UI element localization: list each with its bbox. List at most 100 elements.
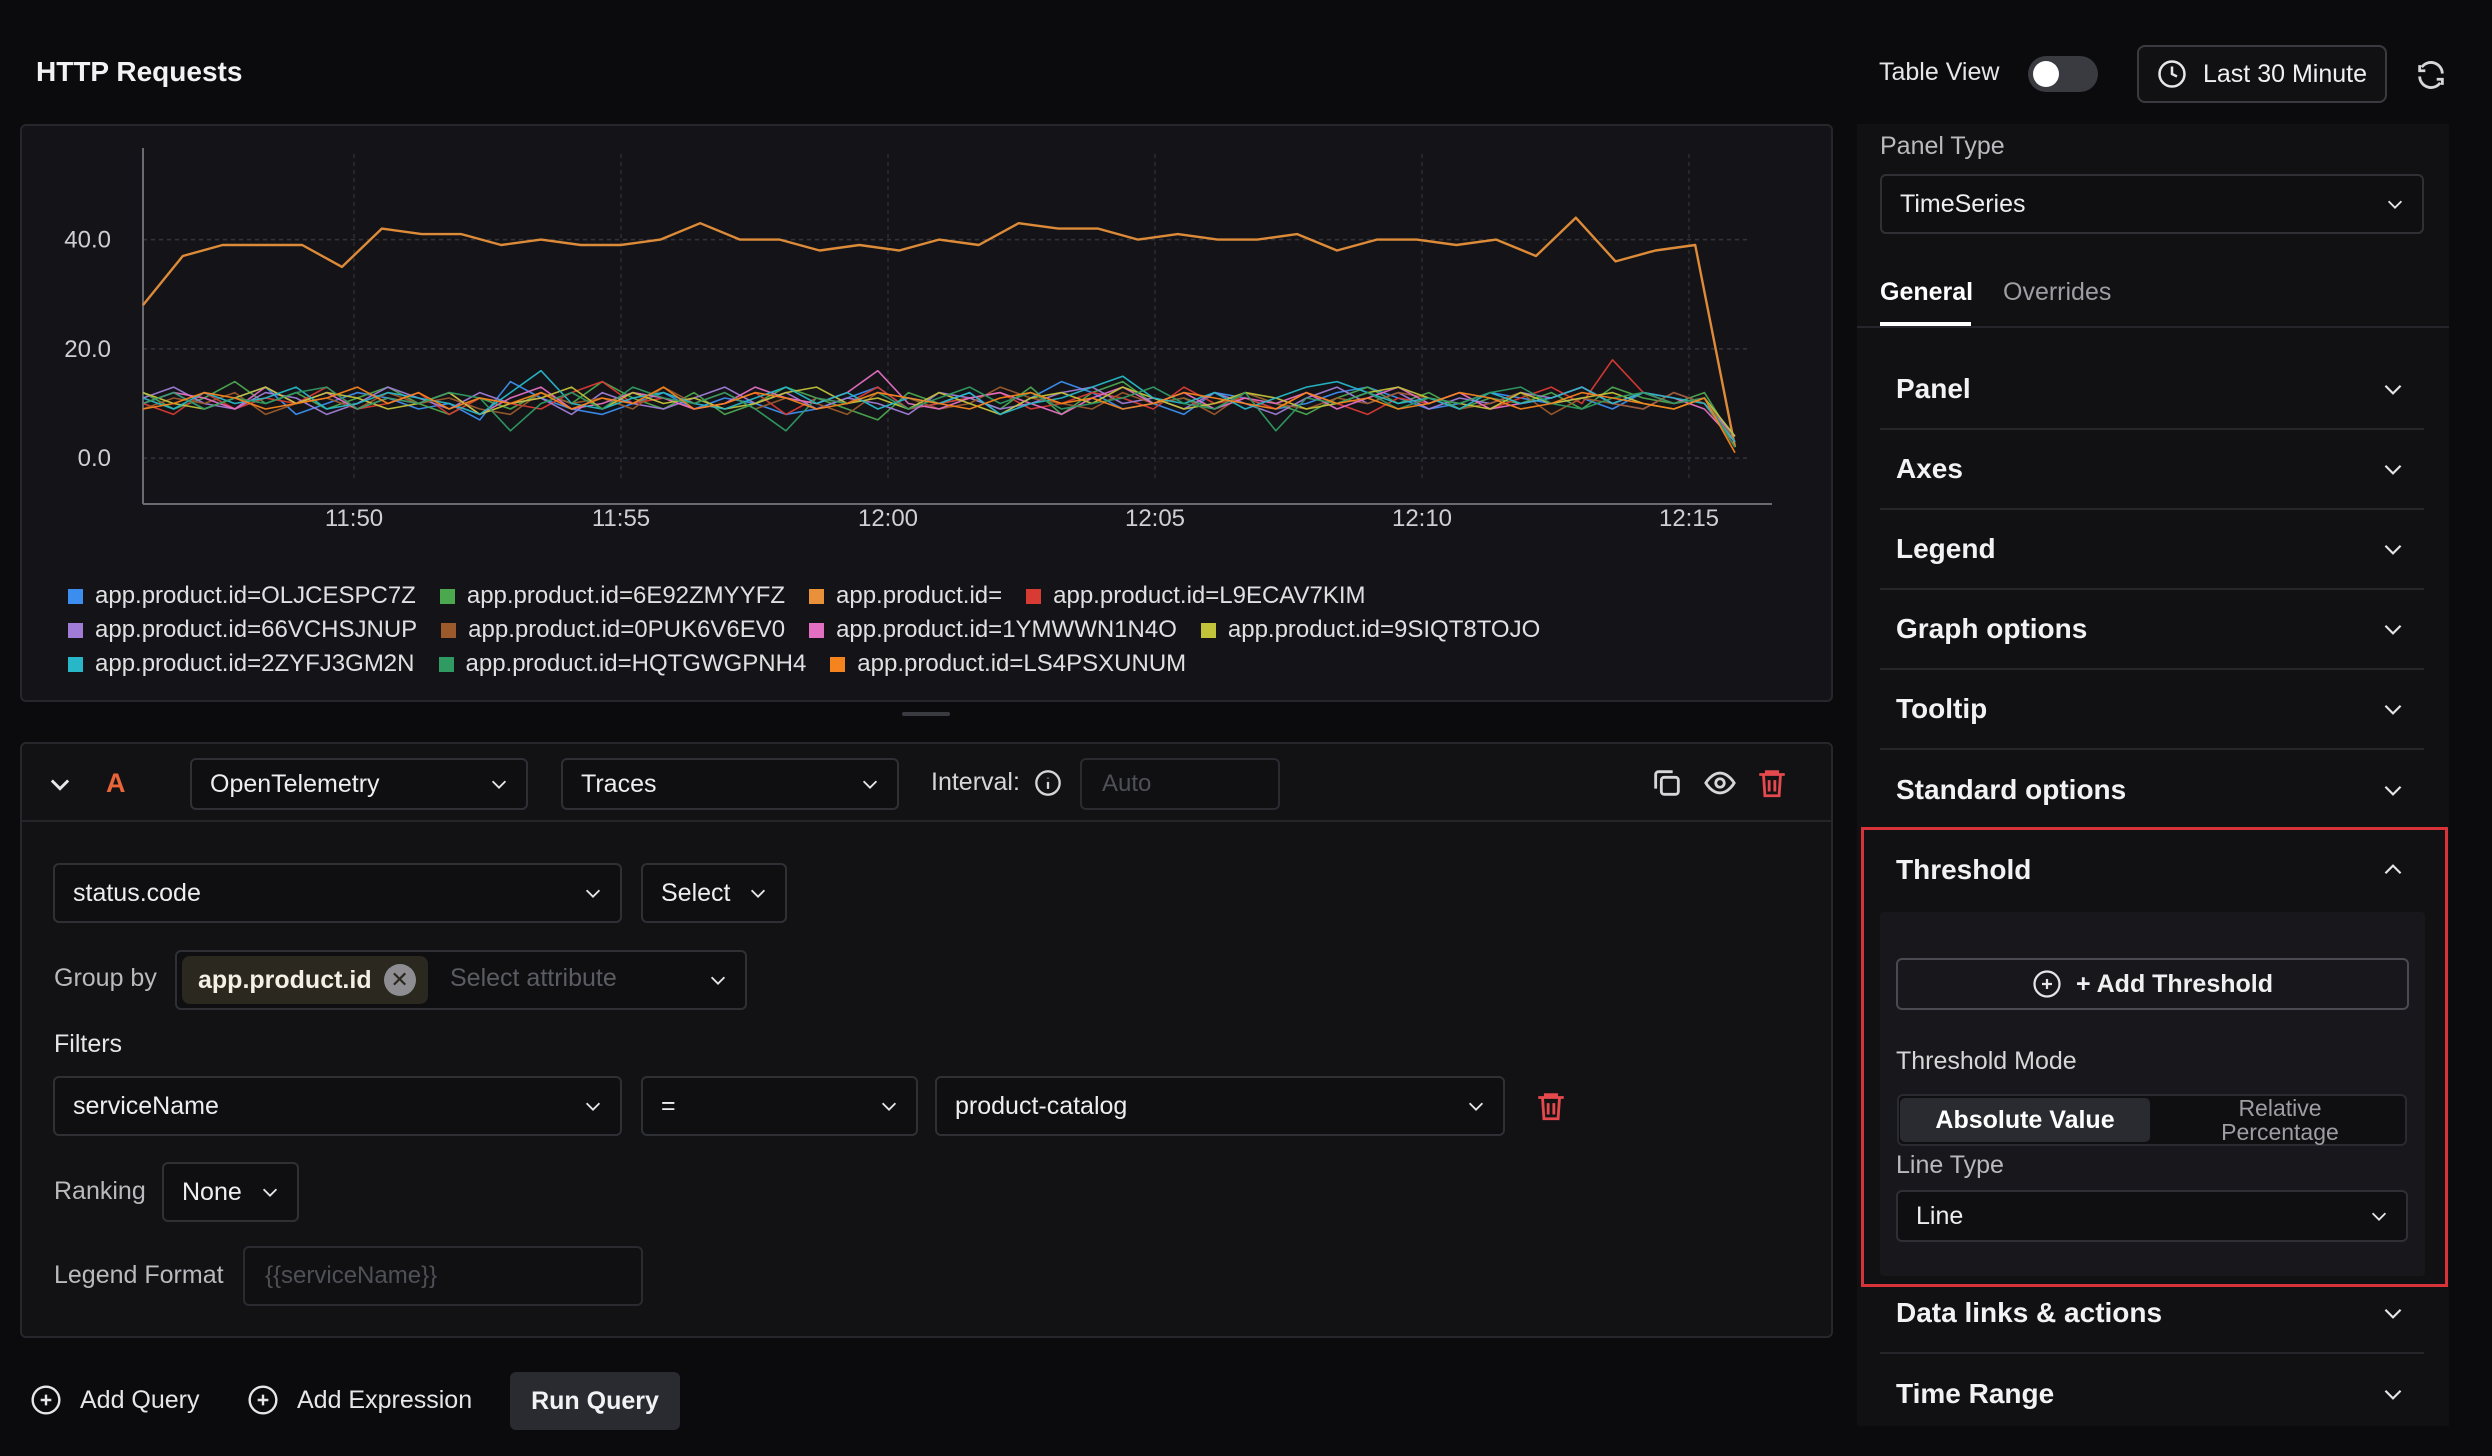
interval-label: Interval:	[931, 768, 1020, 796]
legend-item[interactable]: app.product.id=LS4PSXUNUM	[830, 650, 1186, 678]
legend-item[interactable]: app.product.id=6E92ZMYYFZ	[439, 582, 785, 610]
legend-item[interactable]: app.product.id=HQTGWGPNH4	[438, 650, 806, 678]
threshold-mode-label: Threshold Mode	[1896, 1047, 2077, 1075]
chart-panel	[20, 124, 1833, 702]
group-by-placeholder: Select attribute	[450, 964, 617, 992]
legend-swatch	[1200, 622, 1216, 638]
copy-icon[interactable]	[1650, 766, 1684, 800]
signal-select[interactable]: Traces	[561, 758, 899, 810]
series-line	[142, 216, 1737, 448]
plus-circle-icon	[248, 1385, 278, 1415]
filter-value-select[interactable]: product-catalog	[935, 1076, 1505, 1136]
section-data-links[interactable]: Data links & actions	[1880, 1274, 2424, 1354]
legend-item[interactable]: app.product.id=L9ECAV7KIM	[1026, 582, 1366, 610]
legend-swatch	[809, 588, 825, 604]
x-tick-label: 12:10	[1392, 505, 1452, 532]
eye-icon[interactable]	[1703, 766, 1737, 800]
chevron-down-icon	[750, 889, 766, 898]
legend-row-2: app.product.id=66VCHSJNUP app.product.id…	[68, 616, 1540, 644]
group-by-chip: app.product.id ✕	[182, 956, 428, 1004]
aggregate-select[interactable]: Select	[641, 863, 787, 923]
group-by-label: Group by	[54, 964, 157, 992]
info-icon[interactable]	[1034, 769, 1062, 797]
chevron-down-icon	[2384, 384, 2402, 395]
divider	[22, 820, 1831, 822]
run-query-button[interactable]: Run Query	[510, 1372, 680, 1430]
resize-handle[interactable]	[902, 712, 950, 716]
chevron-down-icon	[881, 1102, 897, 1111]
add-query-button[interactable]: Add Query	[30, 1384, 200, 1416]
chevron-down-icon	[585, 889, 601, 898]
threshold-mode-relative[interactable]: Relative Percentage	[2221, 1095, 2339, 1145]
legend-swatch	[438, 656, 454, 672]
legend-format-input[interactable]: {{serviceName}}	[243, 1246, 643, 1306]
attribute-select[interactable]: status.code	[53, 863, 622, 923]
y-tick-label: 0.0	[78, 445, 111, 472]
chevron-down-icon	[2384, 544, 2402, 555]
legend-item[interactable]: app.product.id=	[809, 582, 1002, 610]
chevron-down-icon	[1468, 1102, 1484, 1111]
section-graph-options[interactable]: Graph options	[1880, 590, 2424, 670]
filter-key-select[interactable]: serviceName	[53, 1076, 622, 1136]
legend-item[interactable]: app.product.id=OLJCESPC7Z	[68, 582, 416, 610]
tab-overrides[interactable]: Overrides	[2003, 278, 2112, 306]
add-threshold-button[interactable]: + Add Threshold	[1896, 958, 2409, 1010]
series-line	[142, 386, 1736, 448]
page-title: HTTP Requests	[36, 56, 243, 87]
table-view-label: Table View	[1879, 58, 2000, 86]
section-panel[interactable]: Panel	[1880, 350, 2424, 430]
ranking-select[interactable]: None	[162, 1162, 299, 1222]
query-panel	[20, 742, 1833, 1338]
tab-general[interactable]: General	[1880, 278, 1974, 306]
section-standard-options[interactable]: Standard options	[1880, 750, 2424, 830]
filter-operator-select[interactable]: =	[641, 1076, 918, 1136]
legend-item[interactable]: app.product.id=66VCHSJNUP	[68, 616, 417, 644]
section-axes[interactable]: Axes	[1880, 430, 2424, 510]
legend-item[interactable]: app.product.id=1YMWWN1N4O	[809, 616, 1177, 644]
legend-item[interactable]: app.product.id=9SIQT8TOJO	[1200, 616, 1540, 644]
legend-item[interactable]: app.product.id=2ZYFJ3GM2N	[68, 650, 415, 678]
tabs-divider	[1857, 326, 2449, 328]
filters-label: Filters	[54, 1030, 123, 1058]
time-range-button[interactable]: Last 30 Minute	[2137, 45, 2387, 103]
legend-swatch	[1026, 588, 1042, 604]
clock-icon	[2158, 60, 2186, 88]
plus-circle-icon	[31, 1385, 61, 1415]
chevron-down-icon	[2384, 785, 2402, 796]
legend-swatch	[68, 622, 83, 638]
chevron-down-icon	[710, 976, 726, 985]
line-type-label: Line Type	[1896, 1151, 2004, 1179]
time-series-chart: 0.0 20.0 40.0 11:50 11:55 12:00 12:05 12:10 12:1…	[64, 148, 1772, 532]
x-tick-label: 12:15	[1659, 505, 1719, 532]
trash-icon[interactable]	[1755, 766, 1789, 800]
section-threshold[interactable]: Threshold	[1880, 830, 2424, 910]
panel-type-select[interactable]: TimeSeries	[1880, 174, 2424, 234]
threshold-mode-absolute[interactable]: Absolute Value	[1900, 1098, 2150, 1142]
legend-swatch	[441, 622, 457, 638]
legend-item[interactable]: app.product.id=0PUK6V6EV0	[441, 616, 785, 644]
table-view-toggle[interactable]	[2028, 56, 2098, 92]
y-tick-label: 20.0	[64, 336, 111, 363]
section-time-range[interactable]: Time Range	[1880, 1354, 2424, 1434]
chevron-down-icon	[2387, 200, 2403, 209]
legend-swatch	[439, 588, 455, 604]
add-expression-button[interactable]: Add Expression	[247, 1384, 472, 1416]
interval-input[interactable]: Auto	[1080, 758, 1280, 810]
delete-filter-icon[interactable]	[1534, 1089, 1568, 1123]
section-tooltip[interactable]: Tooltip	[1880, 670, 2424, 750]
toggle-knob	[2033, 61, 2059, 87]
series-line	[142, 386, 1736, 454]
chevron-down-icon	[2384, 1308, 2402, 1319]
y-tick-label: 40.0	[64, 227, 111, 254]
legend-swatch	[68, 588, 83, 604]
collapse-chevron-icon[interactable]	[46, 770, 74, 798]
plus-circle-icon	[2033, 970, 2061, 998]
legend-format-label: Legend Format	[54, 1261, 224, 1289]
close-icon[interactable]: ✕	[383, 964, 416, 996]
refresh-icon[interactable]	[2414, 58, 2448, 92]
line-type-select[interactable]: Line	[1896, 1190, 2408, 1242]
data-source-select[interactable]: OpenTelemetry	[190, 758, 528, 810]
legend-swatch	[809, 622, 825, 638]
section-legend[interactable]: Legend	[1880, 510, 2424, 590]
chevron-down-icon	[2384, 624, 2402, 635]
